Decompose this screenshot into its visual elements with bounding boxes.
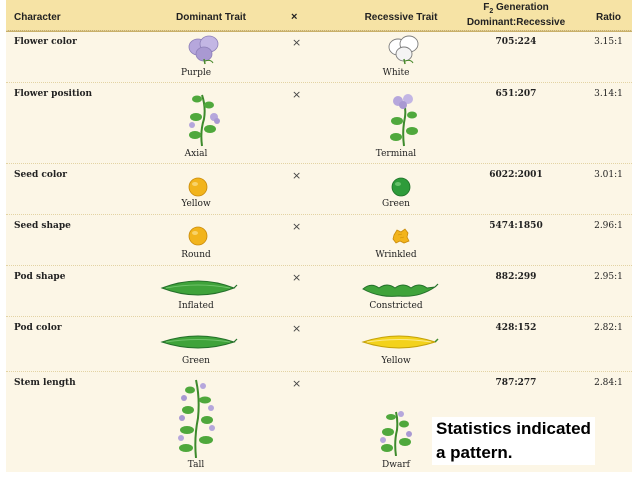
header-character: Character (14, 12, 61, 23)
header-f2-ratio-label: Dominant:Recessive (466, 17, 566, 28)
axial-plant-icon (189, 94, 220, 147)
recessive-trait-label: Green (382, 199, 410, 209)
row-character: Flower color (14, 37, 77, 47)
header-recessive-trait: Recessive Trait (364, 12, 438, 23)
table-row: Flower color × 705:224 3.15:1 Purple Whi… (6, 30, 632, 83)
wrinkled-seed-icon (392, 228, 410, 244)
recessive-trait-label: Wrinkled (375, 250, 417, 260)
constricted-pod-icon (362, 283, 439, 297)
dominant-trait-label: Inflated (178, 301, 214, 311)
table-row: Seed shape × 5474:1850 2.96:1 Round Wrin… (6, 214, 632, 266)
table-row: Pod color × 428:152 2.82:1 Green Yellow (6, 316, 632, 372)
dominant-trait-label: Purple (180, 68, 212, 78)
dominant-trait-label: Axial (184, 149, 208, 159)
table-row: Seed color × 6022:2001 3.01:1 Yellow Gre… (6, 163, 632, 215)
row-f2-count: 787:277 (495, 378, 537, 388)
recessive-trait-label: Yellow (381, 356, 411, 366)
statistics-caption: Statistics indicated a pattern. (432, 417, 595, 465)
row-cross: × (292, 88, 302, 101)
row-ratio: 3.15:1 (594, 37, 623, 47)
header-f2-sub: 2 (489, 8, 494, 15)
row-cross: × (292, 271, 302, 284)
recessive-trait-label: Terminal (375, 149, 417, 159)
tall-plant-icon (178, 379, 215, 458)
yellow-seed-icon (188, 177, 208, 197)
green-pod-icon (160, 335, 238, 349)
row-ratio: 2.95:1 (594, 272, 623, 282)
dwarf-plant-icon (380, 411, 412, 456)
row-ratio: 3.01:1 (594, 170, 623, 180)
row-character: Flower position (14, 89, 93, 99)
row-cross: × (292, 169, 302, 182)
green-seed-icon (391, 177, 411, 197)
header-f2-generation: F2 Generation Dominant:Recessive (461, 2, 571, 28)
dominant-trait-label: Round (181, 250, 211, 260)
terminal-plant-icon (390, 94, 418, 147)
recessive-trait-label: Dwarf (382, 460, 410, 470)
row-f2-count: 428:152 (495, 323, 537, 333)
yellow-pod-icon (361, 335, 439, 349)
row-character: Stem length (14, 378, 76, 388)
white-flower-icon (388, 35, 419, 65)
row-f2-count: 6022:2001 (489, 170, 543, 180)
table-row: Flower position × 651:207 3.14:1 Axial T… (6, 82, 632, 164)
row-f2-count: 705:224 (495, 37, 537, 47)
inflated-pod-icon (160, 280, 238, 296)
purple-flower-icon (188, 35, 219, 65)
row-ratio: 2.84:1 (594, 378, 623, 388)
row-character: Pod shape (14, 272, 66, 282)
header-ratio: Ratio (596, 12, 621, 23)
row-cross: × (292, 377, 302, 390)
dominant-trait-label: Yellow (181, 199, 211, 209)
statistics-caption-line-2: a pattern. (436, 443, 513, 462)
row-cross: × (292, 322, 302, 335)
row-f2-count: 5474:1850 (489, 221, 543, 231)
header-f2-suffix: Generation (493, 2, 549, 13)
row-character: Seed shape (14, 221, 71, 231)
row-ratio: 3.14:1 (594, 89, 623, 99)
row-cross: × (292, 36, 302, 49)
recessive-trait-label: Constricted (369, 301, 423, 311)
row-character: Seed color (14, 170, 68, 180)
table-row: Stem length × 787:277 2.84:1 Tall (6, 371, 632, 472)
recessive-trait-label: White (382, 68, 410, 78)
row-cross: × (292, 220, 302, 233)
row-f2-count: 882:299 (495, 272, 537, 282)
header-dominant-trait: Dominant Trait (175, 12, 246, 23)
row-ratio: 2.96:1 (594, 221, 623, 231)
trait-table: Character Dominant Trait × Recessive Tra… (6, 0, 632, 472)
table-header: Character Dominant Trait × Recessive Tra… (6, 0, 632, 32)
row-character: Pod color (14, 323, 62, 333)
header-cross: × (291, 11, 298, 23)
dominant-trait-label: Green (182, 356, 210, 366)
round-seed-icon (188, 226, 208, 246)
row-f2-count: 651:207 (495, 89, 537, 99)
table-row: Pod shape × 882:299 2.95:1 Inflated Cons… (6, 265, 632, 317)
header-f2-prefix: F (483, 2, 490, 13)
dominant-trait-label: Tall (187, 460, 205, 470)
row-ratio: 2.82:1 (594, 323, 623, 333)
statistics-caption-line-1: Statistics indicated (436, 419, 591, 438)
